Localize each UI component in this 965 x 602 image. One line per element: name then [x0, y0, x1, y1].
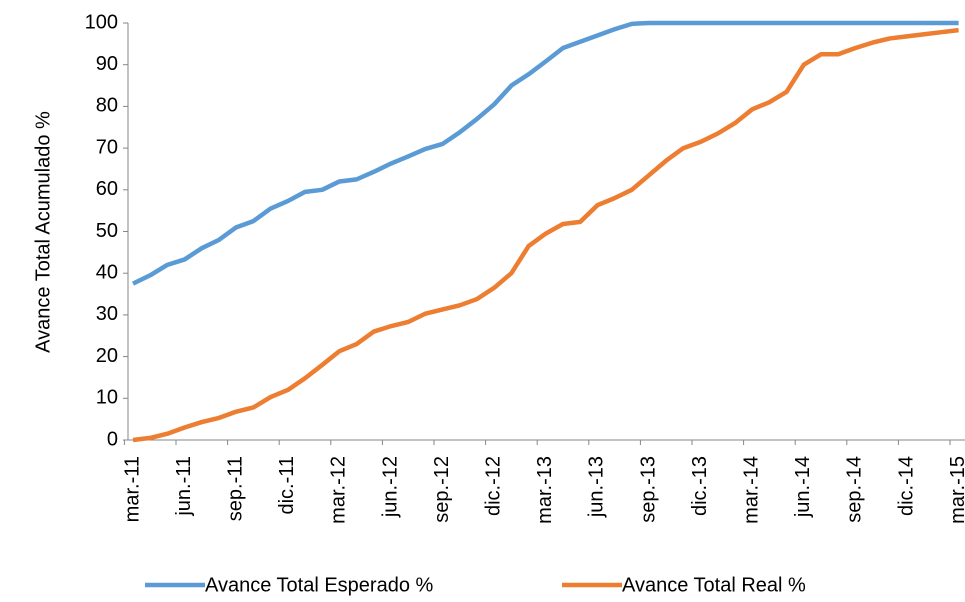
y-tick-label: 0	[107, 428, 118, 450]
y-tick-label: 30	[96, 303, 118, 325]
y-tick-label: 90	[96, 53, 118, 75]
x-tick-label: jun.-11	[173, 456, 195, 517]
x-tick-label: mar.-11	[121, 456, 143, 522]
y-tick-label: 20	[96, 345, 118, 367]
x-tick-label: mar.-14	[740, 456, 762, 524]
y-tick-label: 10	[96, 387, 118, 409]
x-tick-label: dic.-14	[895, 456, 917, 516]
x-tick-label: dic.-13	[689, 456, 711, 516]
line-series	[132, 20, 959, 286]
x-tick-label: jun.-14	[792, 456, 814, 518]
x-tick-label: dic.-11	[276, 456, 298, 515]
x-tick-label: mar.-13	[534, 456, 556, 524]
y-tick-label: 60	[96, 178, 118, 200]
x-tick-label: jun.-12	[379, 456, 401, 518]
y-tick-label: 50	[96, 220, 118, 242]
y-tick-label: 80	[96, 95, 118, 117]
x-tick-label: jun.-13	[586, 456, 608, 518]
line-series	[132, 27, 959, 443]
y-tick-label: 100	[85, 11, 118, 33]
legend-label: Avance Total Real %	[622, 574, 806, 596]
x-tick-label: dic.-12	[482, 456, 504, 516]
x-tick-label: sep.-12	[431, 456, 453, 523]
x-tick-label: sep.-13	[637, 456, 659, 523]
x-tick-label: sep.-14	[844, 456, 866, 523]
x-tick-label: mar.-12	[328, 456, 350, 524]
legend-label: Avance Total Esperado %	[205, 574, 434, 596]
x-tick-label: sep.-11	[224, 456, 246, 521]
y-axis-title: Avance Total Acumulado %	[32, 111, 54, 353]
y-tick-label: 40	[96, 261, 118, 283]
x-tick-label: mar.-15	[947, 456, 965, 524]
y-tick-label: 70	[96, 136, 118, 158]
